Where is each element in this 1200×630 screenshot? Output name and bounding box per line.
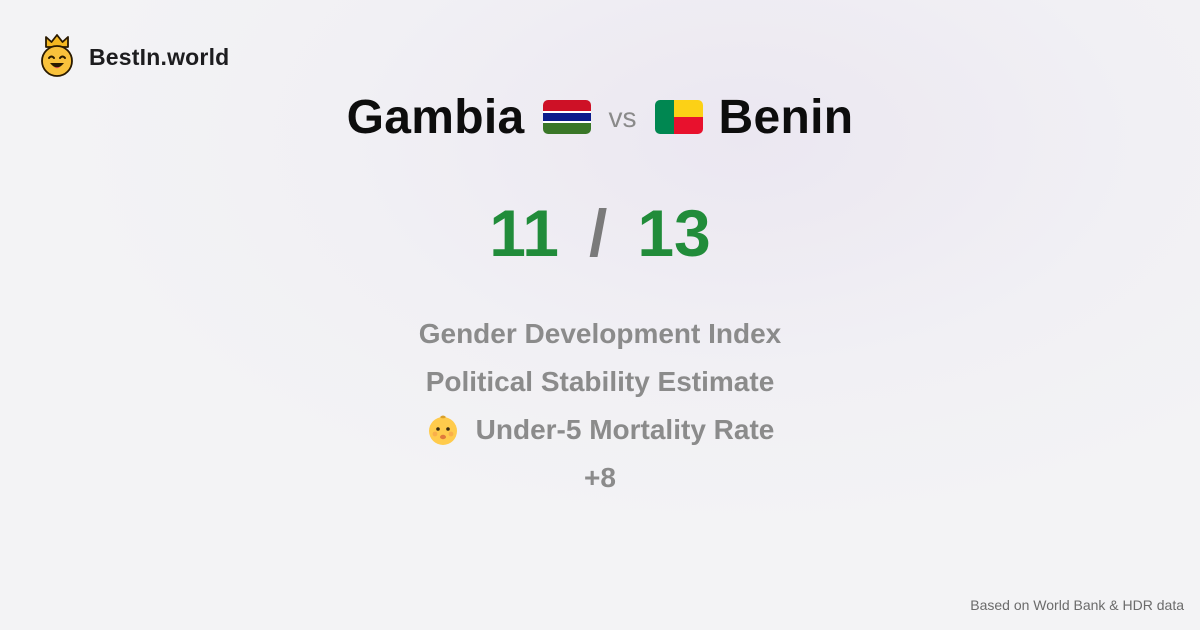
more-label: +8 [584,462,616,493]
score-separator: / [589,196,608,270]
brand-name: BestIn.world [89,43,230,70]
crowned-smiley-icon [41,34,73,77]
metric-item: Gender Development Index [0,310,1200,358]
left-score: 11 [489,196,559,270]
gambia-flag-icon [542,100,591,134]
metric-list: Gender Development Index Political Stabi… [0,310,1200,502]
comparison-title: Gambia vs Benin [0,86,1200,148]
metric-label: Under-5 Mortality Rate [475,414,775,445]
brand[interactable]: BestIn.world [38,34,230,78]
metric-label: Gender Development Index [418,318,782,349]
metric-item: Political Stability Estimate [0,358,1200,406]
left-country-name: Gambia [346,90,525,144]
right-country-name: Benin [718,90,854,144]
vs-label: vs [608,102,637,133]
benin-flag-icon [654,100,703,134]
metric-label: Political Stability Estimate [425,366,775,397]
more-metrics-count: +8 [0,454,1200,502]
baby-face-icon [428,415,457,445]
right-score: 13 [637,196,711,270]
score: 11 / 13 [0,190,1200,276]
metric-item: Under-5 Mortality Rate [0,406,1200,454]
data-source-note: Based on World Bank & HDR data [970,597,1184,613]
